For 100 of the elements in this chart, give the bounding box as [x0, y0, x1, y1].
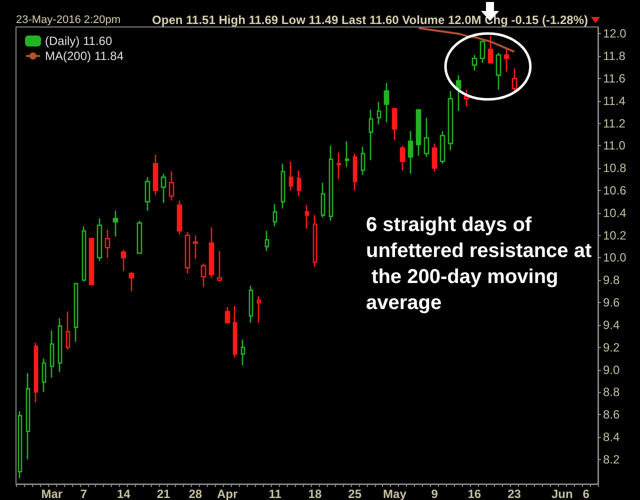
- x-tick-label: 7: [80, 487, 88, 500]
- candlestick: [488, 35, 494, 64]
- x-tick-label: 23: [508, 487, 522, 500]
- y-tick-label: 10.6: [603, 184, 627, 198]
- candlestick: [96, 218, 102, 262]
- candlestick: [152, 154, 158, 196]
- candlestick: [26, 372, 30, 460]
- y-tick-label: 11.0: [603, 138, 626, 153]
- candlestick: [232, 305, 238, 358]
- x-tick-label: 25: [348, 487, 362, 500]
- candlestick: [440, 130, 446, 164]
- candlestick: [120, 249, 126, 272]
- candlestick: [352, 152, 358, 192]
- candlestick: [312, 214, 318, 268]
- candlestick: [432, 142, 438, 172]
- candlestick: [240, 338, 246, 366]
- candlestick: [192, 234, 198, 260]
- y-tick-label: 12.0: [603, 26, 627, 41]
- candlestick: [82, 226, 86, 282]
- candlestick: [66, 310, 70, 350]
- candlestick: [504, 48, 510, 72]
- legend-label: (Daily) 11.60: [45, 34, 112, 48]
- candlestick: [58, 318, 62, 373]
- candlestick: [200, 262, 206, 288]
- candlestick: [328, 145, 334, 222]
- candlestick: [224, 306, 230, 324]
- x-tick-label: 16: [468, 487, 482, 500]
- candlestick: [448, 90, 454, 151]
- y-tick-label: 8.8: [603, 385, 620, 400]
- x-tick-label: 14: [116, 487, 131, 500]
- candlestick: [288, 160, 294, 192]
- annotation: 6 straight days of unfettered resistance at the 200-day moving average: [366, 214, 592, 314]
- candlestick: [464, 89, 470, 108]
- candlestick: [472, 54, 478, 72]
- y-tick-label: 11.6: [603, 72, 626, 86]
- y-tick-label: 11.2: [603, 116, 626, 130]
- x-tick-label: 6: [582, 487, 590, 500]
- candlestick: [216, 250, 222, 282]
- candlestick: [144, 176, 150, 212]
- candlestick: [50, 330, 54, 378]
- candlestick: [392, 106, 398, 141]
- x-tick-label: Jun: [551, 487, 573, 500]
- candlestick: [248, 285, 254, 324]
- y-tick-label: 9.6: [603, 296, 620, 310]
- candlestick: [384, 82, 390, 123]
- candlestick: [368, 109, 374, 161]
- x-tick-label: 21: [156, 487, 170, 500]
- candlestick: [34, 342, 38, 403]
- y-tick-label: 8.2: [603, 452, 620, 466]
- candlestick: [360, 146, 366, 176]
- candlestick: [112, 210, 118, 238]
- x-tick-label: 11: [268, 487, 282, 500]
- x-tick-label: 9: [431, 487, 438, 500]
- candlestick: [496, 52, 502, 90]
- x-tick-label: 18: [308, 487, 322, 500]
- candlestick: [424, 117, 430, 158]
- line-series: [418, 27, 516, 53]
- candlestick: [74, 282, 78, 342]
- candlestick: [416, 108, 422, 156]
- candlestick: [168, 170, 174, 202]
- candlestick: [480, 40, 486, 64]
- y-tick-label: 10.4: [603, 206, 627, 220]
- candlestick: [344, 140, 350, 168]
- y-tick-label: 11.4: [603, 94, 626, 108]
- candlestick: [408, 130, 414, 174]
- candlestick: [42, 358, 46, 393]
- candlestick: [128, 272, 134, 292]
- candlestick: [296, 170, 302, 197]
- candlestick: [136, 220, 142, 254]
- candlestick: [320, 182, 326, 218]
- candlestick: [176, 200, 182, 235]
- y-tick-label: 11.8: [603, 49, 626, 64]
- candlestick: [264, 230, 270, 252]
- candlestick: [304, 204, 310, 230]
- candlestick: [512, 68, 518, 92]
- candlestick: [160, 173, 166, 204]
- candlestick: [400, 145, 406, 172]
- candlestick: [208, 226, 214, 279]
- legend-label: MA(200) 11.84: [45, 49, 124, 63]
- candlestick: [88, 238, 94, 286]
- y-tick-label: 10.2: [603, 228, 627, 242]
- candlestick: [336, 152, 342, 180]
- candlestick: [456, 74, 462, 112]
- y-tick-label: 8.4: [603, 430, 620, 444]
- y-tick-label: 9.2: [603, 340, 620, 354]
- y-tick-label: 9.8: [603, 273, 620, 288]
- y-tick-label: 9.4: [603, 318, 620, 332]
- y-tick-label: 10.8: [603, 161, 627, 176]
- x-tick-label: Mar: [41, 487, 63, 500]
- text: 23-May-2016 2:20pm: [16, 14, 121, 26]
- candlestick: [184, 231, 190, 274]
- y-tick-label: 8.6: [603, 408, 620, 422]
- candlestick: [256, 295, 262, 324]
- candlestick: [272, 203, 278, 228]
- y-tick-label: 9.0: [603, 362, 620, 377]
- candlestick: [104, 229, 110, 258]
- candlestick: [18, 410, 22, 480]
- y-tick-label: 10.0: [603, 250, 627, 265]
- x-tick-label: 28: [188, 487, 202, 500]
- candlestick: [280, 163, 286, 210]
